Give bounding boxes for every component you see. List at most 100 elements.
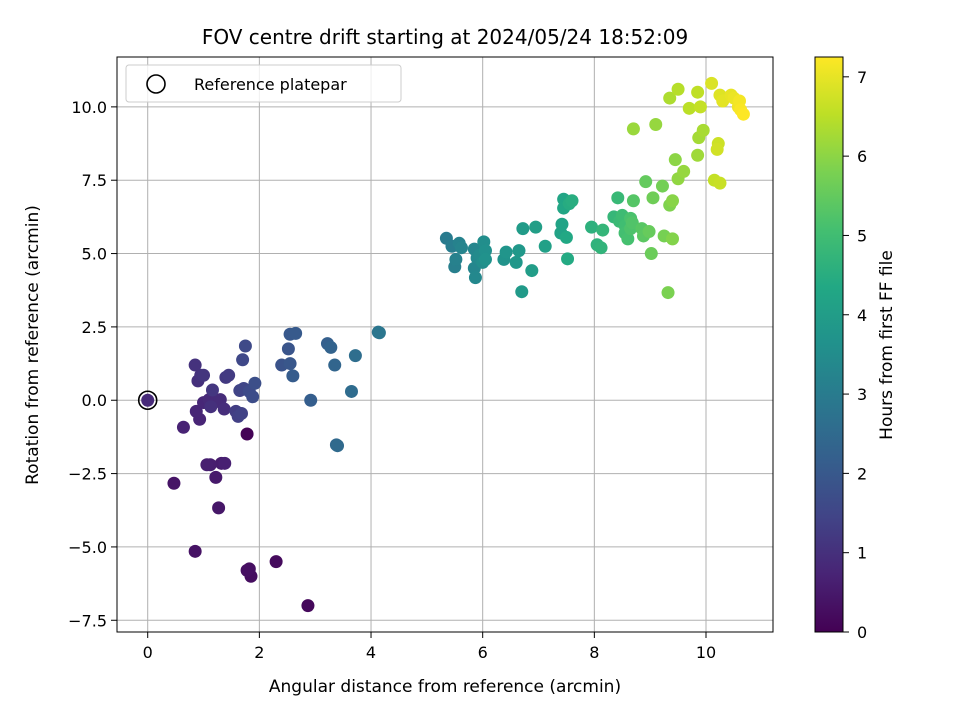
data-point	[167, 476, 181, 490]
data-point	[646, 191, 660, 205]
data-point	[217, 402, 231, 416]
colorbar-tick-label: 3	[857, 385, 867, 404]
colorbar	[814, 56, 844, 633]
data-point	[454, 241, 468, 255]
y-tick-label: −7.5	[68, 611, 107, 630]
y-tick-label: 7.5	[82, 171, 107, 190]
data-point	[509, 255, 523, 269]
data-point	[218, 456, 232, 470]
data-point	[565, 194, 579, 208]
data-point	[691, 85, 705, 99]
data-point	[655, 179, 669, 193]
data-point	[693, 100, 707, 114]
data-point	[240, 427, 254, 441]
x-axis-ticks: 0 2 4 6 8 10	[143, 632, 716, 662]
data-point	[668, 153, 682, 167]
data-point	[281, 342, 295, 356]
data-point	[348, 349, 362, 363]
data-point	[713, 176, 727, 190]
data-point	[642, 225, 656, 239]
data-point	[176, 420, 190, 434]
data-point	[661, 286, 675, 300]
data-point	[525, 264, 539, 278]
x-tick-label: 6	[478, 643, 488, 662]
data-point	[188, 544, 202, 558]
chart-title: FOV centre drift starting at 2024/05/24 …	[202, 25, 688, 49]
y-axis-ticks: −7.5 −5.0 −2.5 0.0 2.5 5.0 7.5 10.0	[68, 98, 117, 630]
y-tick-label: 2.5	[82, 318, 107, 337]
colorbar-ticks: 0 1 2 3 4 5 6 7	[843, 68, 867, 642]
data-point	[235, 406, 249, 420]
data-point	[559, 230, 573, 244]
data-point	[585, 220, 599, 234]
data-point	[328, 358, 342, 372]
data-point	[626, 194, 640, 208]
data-point	[696, 123, 710, 137]
y-axis-label: Rotation from reference (arcmin)	[23, 205, 43, 485]
data-point	[283, 357, 297, 371]
data-point	[691, 148, 705, 162]
data-point	[222, 368, 236, 382]
data-points	[141, 76, 750, 613]
y-tick-label: −2.5	[68, 465, 107, 484]
colorbar-tick-label: 4	[857, 306, 867, 325]
data-point	[515, 285, 529, 299]
data-point	[248, 376, 262, 390]
data-point	[478, 252, 492, 266]
data-point	[644, 247, 658, 261]
data-point	[246, 390, 260, 404]
reference-point	[137, 390, 158, 411]
colorbar-tick-label: 2	[857, 464, 867, 483]
colorbar-tick-label: 6	[857, 147, 867, 166]
data-point	[188, 358, 202, 372]
x-axis-label: Angular distance from reference (arcmin)	[269, 677, 621, 697]
data-point	[204, 400, 218, 414]
data-point	[625, 216, 639, 230]
data-point	[449, 252, 463, 266]
data-point	[212, 501, 226, 515]
legend-box	[125, 64, 402, 103]
data-point	[141, 393, 155, 407]
data-point	[710, 142, 724, 156]
plot-frame	[116, 56, 774, 633]
x-tick-label: 0	[143, 643, 153, 662]
y-tick-label: 5.0	[82, 245, 107, 264]
x-tick-label: 8	[589, 643, 599, 662]
colorbar-tick-label: 1	[857, 544, 867, 563]
data-point	[666, 232, 680, 246]
legend-entry: Reference platepar	[194, 75, 347, 94]
legend-marker-icon	[146, 74, 166, 94]
x-tick-label: 2	[254, 643, 264, 662]
data-point	[705, 76, 719, 90]
data-point	[671, 82, 685, 96]
data-point	[324, 340, 338, 354]
data-point	[666, 194, 680, 208]
x-tick-label: 4	[366, 643, 376, 662]
data-point	[512, 244, 526, 258]
data-point	[344, 384, 358, 398]
data-point	[269, 555, 283, 569]
x-tick-label: 10	[696, 643, 716, 662]
data-point	[301, 599, 315, 613]
data-point	[561, 252, 575, 266]
data-point	[538, 239, 552, 253]
data-point	[372, 326, 386, 340]
legend: Reference platepar	[125, 64, 402, 103]
data-point	[596, 223, 610, 237]
data-point	[209, 470, 223, 484]
data-point	[286, 369, 300, 383]
data-point	[189, 404, 203, 418]
y-tick-label: −5.0	[68, 538, 107, 557]
grid	[117, 57, 773, 632]
data-point	[236, 353, 250, 367]
colorbar-tick-label: 0	[857, 623, 867, 642]
data-point	[663, 91, 677, 105]
data-point	[594, 241, 608, 255]
y-tick-label: 0.0	[82, 391, 107, 410]
data-point	[677, 164, 691, 178]
data-point	[626, 122, 640, 136]
data-point	[736, 107, 750, 121]
data-point	[649, 117, 663, 131]
data-point	[240, 563, 254, 577]
